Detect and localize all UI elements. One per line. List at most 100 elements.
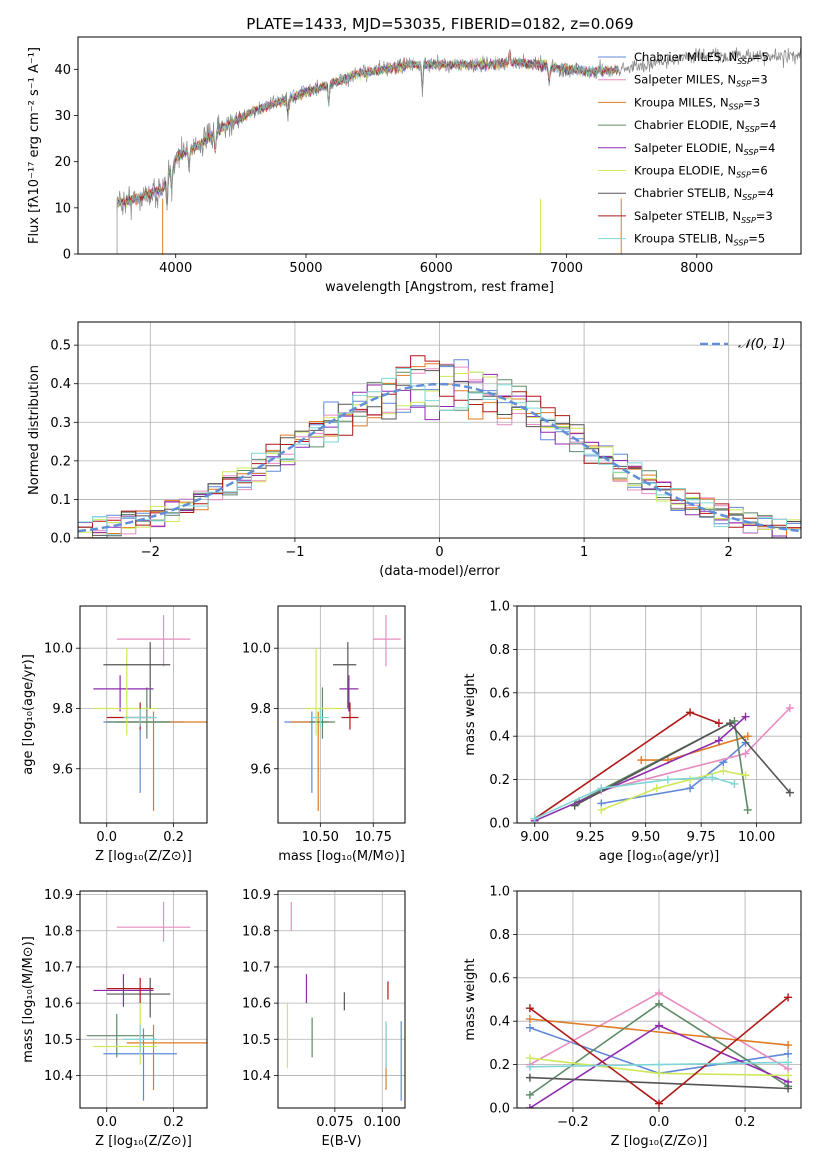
plot-area <box>525 988 793 1108</box>
weight-marker-kroupa-elodie <box>655 1069 663 1078</box>
weight-marker-salpeter-elodie <box>714 736 723 745</box>
weight-marker-chabrier-elodie <box>525 1090 534 1099</box>
x-axis-label: (data-model)/error <box>379 564 500 579</box>
legend-text-end: =3 <box>756 209 773 223</box>
x-tick-label: 9.50 <box>631 830 660 845</box>
errorbar-chabrier-stelib <box>106 977 171 1018</box>
y-tick-label: 0.3 <box>50 416 71 431</box>
errorbar-salpeter-elodie <box>93 675 154 712</box>
weight-marker-salpeter-miles <box>741 749 750 758</box>
weight-marker-chabrier-stelib <box>726 719 734 728</box>
errorbar-kroupa-miles <box>126 1024 207 1090</box>
weight-line-kroupa-miles <box>529 1018 789 1046</box>
y-tick-label: 0.4 <box>489 730 510 745</box>
errorbar-salpeter-miles <box>373 615 401 667</box>
weight-line-chabrier-stelib <box>529 1076 789 1090</box>
weight-marker-salpeter-stelib <box>686 708 695 717</box>
legend-text: Kroupa STELIB, N <box>634 232 734 246</box>
legend-text-end: =4 <box>757 186 774 200</box>
weight-series-chabrier-stelib <box>525 1073 793 1093</box>
weight-marker-kroupa-elodie <box>652 784 661 793</box>
plot-area <box>78 355 801 538</box>
x-tick-label: 10.00 <box>738 830 775 845</box>
weight-series-kroupa-miles <box>525 1015 793 1050</box>
plot-area <box>93 615 207 811</box>
errorbar-kroupa-stelib <box>123 1024 157 1054</box>
legend-entry-chabrier-stelib: Chabrier STELIB, NSSP=4 <box>634 186 774 202</box>
weight-marker-chabrier-stelib <box>785 788 794 797</box>
y-tick-label: 10.0 <box>242 642 271 657</box>
axes-frame <box>516 605 802 824</box>
y-tick-label: 10.5 <box>44 1033 73 1048</box>
y-tick-label: 10.7 <box>44 960 73 975</box>
y-tick-label: 9.6 <box>250 762 271 777</box>
weight-marker-kroupa-elodie <box>784 1071 793 1080</box>
x-tick-label: 5000 <box>289 261 322 276</box>
x-tick-label: 0.2 <box>163 1115 184 1130</box>
axes-frame <box>79 890 208 1109</box>
y-tick-label: 40 <box>54 63 71 78</box>
x-axis-label: wavelength [Angstrom, rest frame] <box>325 280 554 295</box>
normal-distribution-curve <box>78 382 801 533</box>
y-tick-label: 0.6 <box>489 686 510 701</box>
y-axis-label: mass weight <box>463 673 478 755</box>
y-tick-label: 10.8 <box>242 924 271 939</box>
legend-text: Salpeter ELODIE, N <box>634 141 744 155</box>
x-tick-label: 0.075 <box>316 1115 353 1130</box>
weight-marker-salpeter-stelib <box>714 719 723 728</box>
weight-marker-kroupa-elodie <box>597 805 606 814</box>
x-axis-label: Z [log₁₀(Z/Z⊙)] <box>95 1134 192 1149</box>
legend-subscript: SSP <box>734 239 749 248</box>
legend-text: Chabrier STELIB, N <box>634 186 742 200</box>
x-axis-label: mass [log₁₀(M/M⊙)] <box>278 849 405 864</box>
errorbar-salpeter-stelib <box>341 702 359 730</box>
y-tick-label: 0.2 <box>489 773 510 788</box>
weight-series-chabrier-elodie <box>525 999 793 1099</box>
y-tick-label: 9.8 <box>250 702 271 717</box>
y-tick-label: 10.9 <box>44 888 73 903</box>
weight-marker-salpeter-elodie <box>525 1104 534 1108</box>
x-axis-label: Z [log₁₀(Z/Z⊙)] <box>611 1134 708 1149</box>
x-tick-label: 4000 <box>159 261 192 276</box>
errorbar-chabrier-elodie <box>106 687 171 739</box>
plot-area <box>284 615 401 811</box>
weight-marker-salpeter-miles <box>655 988 663 997</box>
weight-marker-chabrier-stelib <box>570 801 579 810</box>
errorbar-chabrier-miles <box>103 711 184 793</box>
weight-marker-kroupa-miles <box>525 1015 534 1024</box>
errorbar-chabrier-stelib <box>103 642 171 709</box>
x-tick-label: 0.0 <box>96 830 117 845</box>
legend-text: Chabrier MILES, N <box>634 50 737 64</box>
weight-marker-salpeter-miles <box>785 703 794 712</box>
y-tick-label: 10.6 <box>242 997 271 1012</box>
legend-entry-chabrier-elodie: Chabrier ELODIE, NSSP=4 <box>634 118 776 134</box>
weight-marker-chabrier-stelib <box>525 1073 534 1082</box>
y-tick-label: 0 <box>63 248 71 263</box>
weight-series-kroupa-stelib <box>525 1058 793 1071</box>
residuals-histogram-panel: −2 −1 0 1 2 0.0 0.1 0.2 0.3 0.4 0.5 (data-model)/er… <box>27 321 802 579</box>
model-spectrum-chabrier-miles <box>116 51 619 208</box>
y-tick-label: 0.0 <box>489 1102 510 1117</box>
y-tick-label: 0.6 <box>489 971 510 986</box>
weight-marker-kroupa-stelib <box>530 814 539 823</box>
plot-area <box>530 703 794 823</box>
x-tick-label: −0.2 <box>557 1115 589 1130</box>
weight-marker-chabrier-stelib <box>784 1084 793 1093</box>
legend-text-end: =4 <box>760 118 777 132</box>
axes-frame <box>277 890 406 1109</box>
weight-series-salpeter-stelib <box>525 993 793 1108</box>
axes-frame <box>277 605 406 824</box>
age-vs-mass-panel: 10.50 10.75 9.6 9.8 10.0 mass [log₁₀(M/M⊙)] <box>242 605 406 864</box>
weight-series-salpeter-stelib <box>530 708 723 823</box>
x-tick-label: 7000 <box>550 261 583 276</box>
y-tick-label: 10.6 <box>44 997 73 1012</box>
legend-entry-kroupa-miles: Kroupa MILES, NSSP=3 <box>634 95 760 111</box>
weight-marker-chabrier-miles <box>784 1049 793 1058</box>
errorbar-kroupa-stelib <box>311 708 329 727</box>
y-axis-label: Flux [fλ10⁻¹⁷ erg cm⁻² s⁻¹ A⁻¹] <box>27 47 42 244</box>
weight-vs-age-panel: 9.00 9.25 9.50 9.75 10.00 0.0 0.2 0.4 0.6 0.8 1.0 a… <box>463 600 802 864</box>
plot-area <box>116 47 801 254</box>
weight-marker-kroupa-stelib <box>730 779 739 788</box>
weight-series-kroupa-elodie <box>525 1054 793 1080</box>
